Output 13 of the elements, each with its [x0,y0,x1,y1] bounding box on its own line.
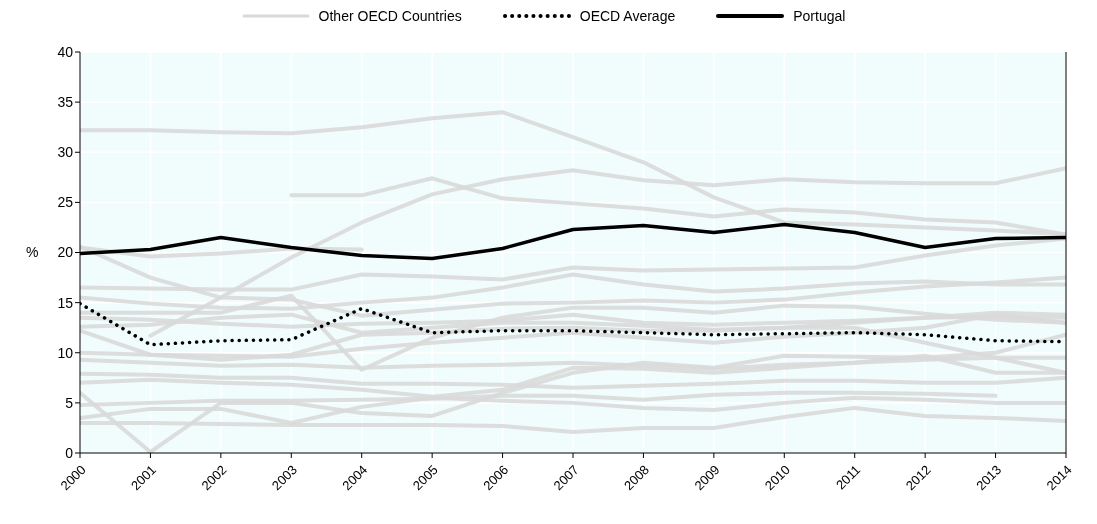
y-tick-label: 0 [65,444,74,461]
legend-label: Portugal [793,8,846,24]
legend-label: OECD Average [579,8,676,24]
y-tick-label: 20 [57,244,74,261]
y-tick-label: 15 [57,294,74,311]
y-tick-label: 35 [57,94,74,111]
y-axis-title: % [26,244,39,261]
y-tick-label: 10 [57,344,74,361]
y-tick-label: 40 [57,43,74,60]
legend-label: Other OECD Countries [318,8,462,24]
y-tick-label: 5 [65,394,74,411]
y-tick-label: 30 [57,144,74,161]
y-tick-label: 25 [57,194,74,211]
